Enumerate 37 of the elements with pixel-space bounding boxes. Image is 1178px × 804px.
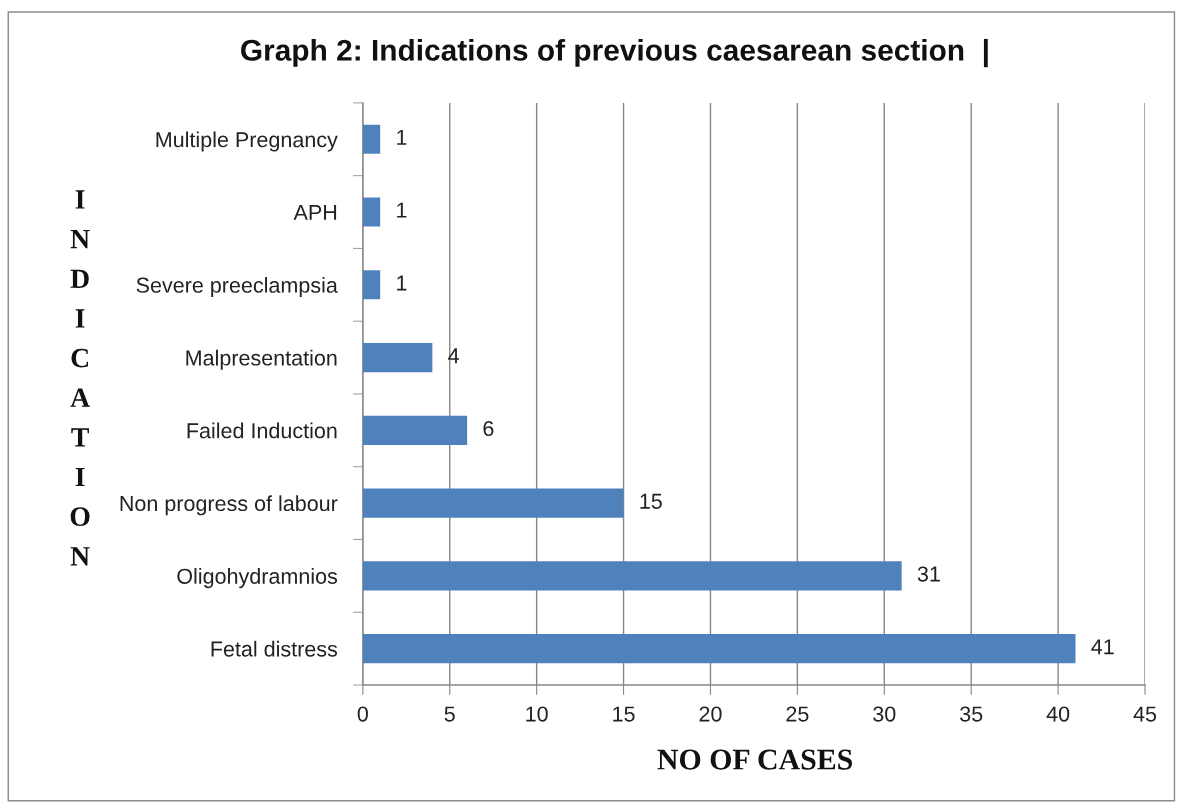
data-label: 1 — [397, 202, 407, 218]
y-tick-label: Malpresentation — [186, 349, 337, 370]
x-tick-label: 10 — [526, 706, 548, 722]
y-tick-label: Failed Induction — [187, 422, 337, 439]
y-tick-label: Fetal distress — [211, 640, 338, 657]
y-tick-label: Multiple Pregnancy — [156, 131, 338, 152]
x-tick-label: 30 — [873, 706, 896, 722]
bar — [362, 270, 381, 300]
data-label: 41 — [1091, 639, 1114, 655]
x-tick-label: 20 — [699, 706, 722, 722]
y-tick-label: Severe preeclampsia — [136, 277, 338, 298]
bar — [362, 488, 624, 518]
bar — [362, 343, 433, 373]
x-tick-label: 25 — [786, 706, 809, 722]
y-tick-label: Oligohydramnios — [177, 568, 338, 589]
bar — [362, 197, 381, 227]
data-label: 1 — [397, 130, 407, 145]
x-tick-label: 40 — [1046, 706, 1070, 722]
x-axis-title: NO OF CASES — [657, 749, 852, 770]
data-label: 31 — [917, 566, 940, 582]
x-tick-label: 15 — [613, 706, 635, 722]
x-tick-label: 0 — [357, 706, 368, 722]
x-tick-label: 5 — [444, 706, 455, 722]
bar — [362, 634, 1076, 664]
y-tick-label: Non progress of labour — [120, 495, 338, 516]
data-label: 15 — [640, 493, 662, 509]
data-label: 6 — [483, 420, 494, 437]
data-label: 4 — [448, 348, 459, 364]
chart-title: Graph 2: Indications of previous caesarean section | — [241, 38, 988, 68]
bar — [362, 415, 468, 445]
bar — [362, 124, 381, 154]
text: INDICATION — [70, 190, 90, 566]
x-tick-label: 35 — [960, 706, 983, 722]
x-tick-label: 45 — [1133, 706, 1157, 722]
data-label: 1 — [397, 275, 407, 291]
y-tick-label: APH — [293, 205, 337, 220]
bar — [362, 561, 902, 591]
